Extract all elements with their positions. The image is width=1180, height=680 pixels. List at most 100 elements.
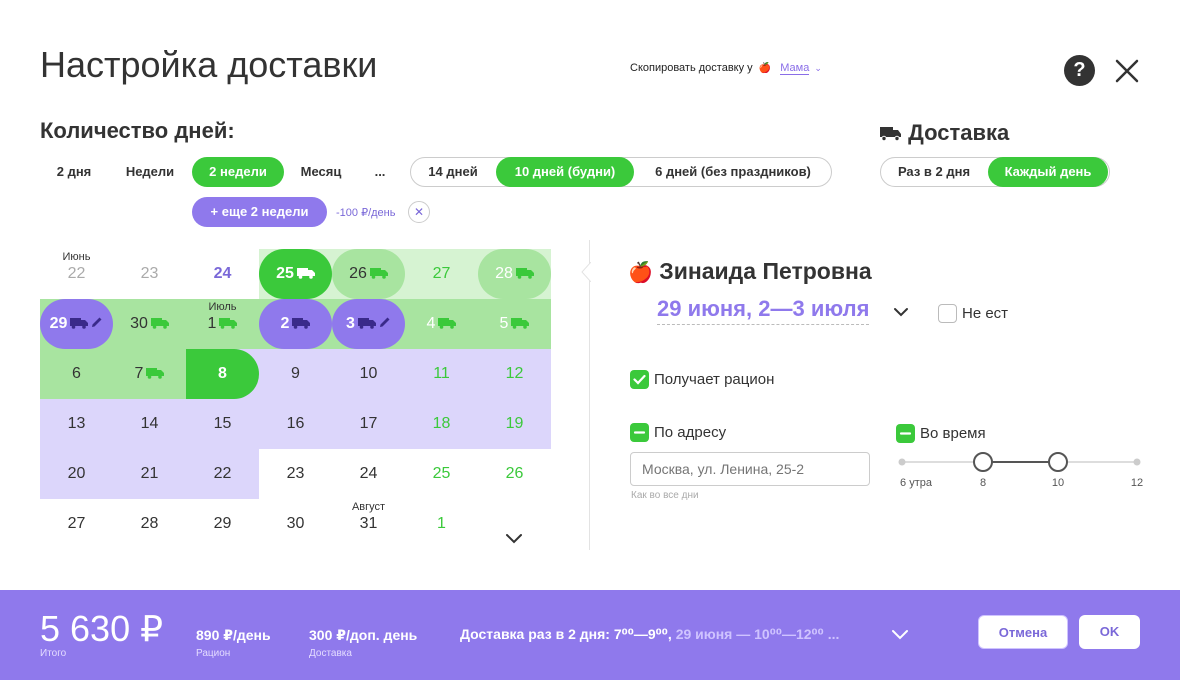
- gets-ration-checkbox[interactable]: [630, 370, 649, 389]
- delivery-every-2days[interactable]: Раз в 2 дня: [897, 164, 971, 179]
- calendar-day[interactable]: 22: [186, 449, 259, 499]
- calendar-day[interactable]: 18: [405, 399, 478, 449]
- days-option-month[interactable]: Месяц: [300, 164, 342, 179]
- calendar-day[interactable]: 11: [405, 349, 478, 399]
- on-time-checkbox[interactable]: [896, 424, 915, 443]
- calendar-day[interactable]: 23: [113, 249, 186, 299]
- calendar-day[interactable]: 12: [478, 349, 551, 399]
- extra-weeks-button[interactable]: + еще 2 недели: [192, 197, 327, 227]
- calendar-day[interactable]: 9: [259, 349, 332, 399]
- slider-handle-start[interactable]: [973, 452, 993, 472]
- days-option-weeks[interactable]: Недели: [125, 164, 175, 179]
- calendar-day-number: 16: [286, 415, 305, 432]
- calendar-day[interactable]: 19: [478, 399, 551, 449]
- person-name-label: Зинаида Петровна: [659, 258, 872, 284]
- calendar-day[interactable]: 29: [40, 299, 113, 349]
- calendar-day[interactable]: 23: [259, 449, 332, 499]
- copy-person[interactable]: Мама: [780, 62, 810, 75]
- total-label: Итого: [40, 648, 67, 659]
- days-option-2weeks[interactable]: 2 недели: [192, 157, 284, 187]
- calendar-day[interactable]: 26: [332, 249, 405, 299]
- time-tick-12: 12: [1130, 477, 1144, 489]
- calendar-day-number: 26: [505, 465, 524, 482]
- calendar-day[interactable]: 25: [405, 449, 478, 499]
- panel-divider: [589, 240, 590, 550]
- calendar-day[interactable]: 26: [478, 449, 551, 499]
- check-icon: [633, 374, 646, 385]
- calendar-day-number: 27: [432, 265, 451, 282]
- calendar-day[interactable]: 30: [259, 499, 332, 549]
- apple-icon: 🍎: [758, 63, 772, 74]
- calendar-day[interactable]: 16: [259, 399, 332, 449]
- help-button[interactable]: ?: [1064, 55, 1095, 86]
- calendar-day[interactable]: 8: [186, 349, 259, 399]
- days-option-2days[interactable]: 2 дня: [56, 164, 92, 179]
- calendar-day[interactable]: 5: [478, 299, 551, 349]
- gets-ration-label: Получает рацион: [654, 371, 775, 388]
- calendar-day[interactable]: 6: [40, 349, 113, 399]
- truck-icon: [150, 318, 169, 329]
- calendar-day[interactable]: 25: [259, 249, 332, 299]
- calendar-day[interactable]: 28: [478, 249, 551, 299]
- chevron-down-icon[interactable]: [893, 306, 909, 318]
- calendar-day[interactable]: 10: [332, 349, 405, 399]
- apple-icon: 🍎: [628, 262, 653, 284]
- calendar-day[interactable]: 28: [113, 499, 186, 549]
- calendar-day[interactable]: 13: [40, 399, 113, 449]
- extra-surcharge: -100 ₽/день: [336, 207, 396, 219]
- calendar-day[interactable]: 27: [405, 249, 478, 299]
- calendar-day[interactable]: 29: [186, 499, 259, 549]
- calendar-day[interactable]: 1: [186, 299, 259, 349]
- calendar-day-number: 24: [359, 465, 378, 482]
- remove-extra-button[interactable]: ✕: [408, 201, 430, 223]
- close-icon[interactable]: [1112, 56, 1142, 86]
- calendar-day-number: 31: [359, 515, 378, 532]
- minus-icon: [899, 432, 912, 435]
- calendar-day-number: 26: [349, 265, 367, 282]
- calendar-day[interactable]: 20: [40, 449, 113, 499]
- copy-delivery[interactable]: Скопировать доставку у 🍎 Мама ⌄: [630, 62, 822, 75]
- time-tick-6: 6 утра: [900, 477, 932, 489]
- address-input[interactable]: [630, 452, 870, 486]
- calendar-day[interactable]: 30: [113, 299, 186, 349]
- calendar-day[interactable]: 17: [332, 399, 405, 449]
- mode-6days[interactable]: 6 дней (без праздников): [655, 164, 811, 179]
- calendar-day[interactable]: 15: [186, 399, 259, 449]
- calendar-day[interactable]: 3: [332, 299, 405, 349]
- delivery-label: Доставка: [309, 648, 352, 659]
- calendar-day[interactable]: 31: [332, 499, 405, 549]
- calendar-day[interactable]: 4: [405, 299, 478, 349]
- calendar-day[interactable]: 1: [405, 499, 478, 549]
- calendar-day[interactable]: 7: [113, 349, 186, 399]
- calendar-day[interactable]: 21: [113, 449, 186, 499]
- delivery-heading: Доставка: [880, 120, 1009, 146]
- ok-button[interactable]: OK: [1079, 615, 1140, 649]
- calendar-day[interactable]: 14: [113, 399, 186, 449]
- calendar-day-number: 7: [134, 365, 144, 382]
- calendar-day[interactable]: 24: [186, 249, 259, 299]
- person-dates[interactable]: 29 июня, 2—3 июля: [657, 296, 870, 325]
- calendar-day-number: 25: [432, 465, 451, 482]
- slider-handle-end[interactable]: [1048, 452, 1068, 472]
- calendar-day-number: 27: [67, 515, 86, 532]
- address-hint: Как во все дни: [631, 490, 699, 501]
- calendar-day-number: 13: [67, 415, 86, 432]
- time-range-slider[interactable]: [896, 450, 1146, 474]
- calendar-expand-icon[interactable]: [505, 532, 523, 546]
- calendar-day[interactable]: 24: [332, 449, 405, 499]
- mode-14days[interactable]: 14 дней: [428, 164, 478, 179]
- calendar-day[interactable]: 27: [40, 499, 113, 549]
- chevron-down-icon[interactable]: [891, 628, 909, 641]
- calendar-day[interactable]: 2: [259, 299, 332, 349]
- not-eating-checkbox[interactable]: [938, 304, 957, 323]
- cancel-button[interactable]: Отмена: [978, 615, 1068, 649]
- calendar-day-number: 11: [433, 365, 450, 382]
- days-option-more[interactable]: ...: [374, 164, 386, 179]
- by-address-checkbox[interactable]: [630, 423, 649, 442]
- delivery-every-day[interactable]: Каждый день: [988, 157, 1108, 187]
- truck-icon: [70, 318, 89, 329]
- calendar-day-number: 29: [49, 315, 68, 332]
- mode-10days[interactable]: 10 дней (будни): [496, 157, 634, 187]
- calendar-day[interactable]: 22: [40, 249, 113, 299]
- truck-icon: [219, 318, 238, 329]
